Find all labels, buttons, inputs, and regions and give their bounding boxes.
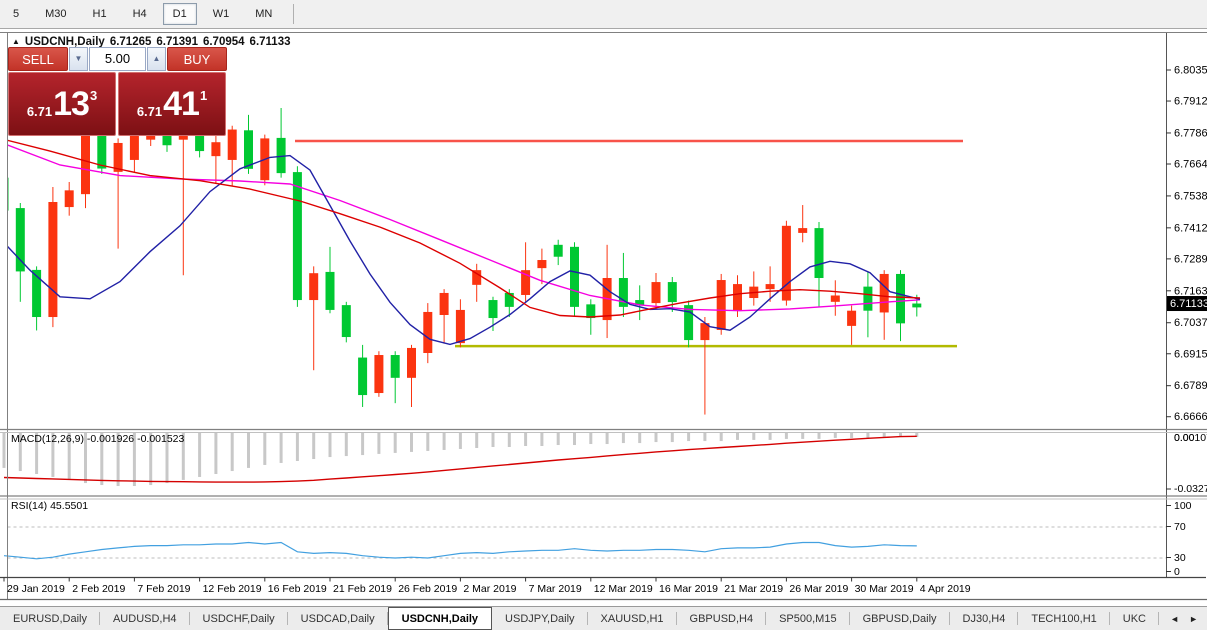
svg-text:100: 100 (1174, 500, 1192, 512)
one-click-trade-panel: SELL ▼ 5.00 ▲ BUY 6.71 13 3 6.71 41 1 (8, 47, 227, 136)
svg-text:7 Feb 2019: 7 Feb 2019 (137, 583, 190, 595)
timeframe-toolbar: 5 M30 H1 H4 D1 W1 MN (0, 0, 1207, 29)
symbol-label: USDCNH,Daily (24, 36, 105, 48)
svg-text:0.001072: 0.001072 (1174, 432, 1207, 444)
macd-label: MACD(12,26,9) -0.001926 -0.001523 (11, 433, 185, 445)
timeframe-mn[interactable]: MN (255, 8, 273, 20)
chart-tab-sp500[interactable]: SP500,M15 (766, 607, 851, 630)
svg-text:70: 70 (1174, 521, 1186, 533)
svg-text:30: 30 (1174, 552, 1186, 564)
timeframe-h1[interactable]: H1 (92, 8, 107, 20)
svg-text:21 Mar 2019: 21 Mar 2019 (724, 583, 783, 595)
svg-text:2 Feb 2019: 2 Feb 2019 (72, 583, 125, 595)
chart-tab-eurusd[interactable]: EURUSD,Daily (0, 607, 100, 630)
svg-text:6.79125: 6.79125 (1174, 96, 1207, 108)
sell-price-sup: 3 (89, 87, 98, 103)
svg-text:6.71635: 6.71635 (1174, 285, 1207, 297)
svg-text:6.66665: 6.66665 (1174, 411, 1207, 423)
chart-tab-usdcad[interactable]: USDCAD,Daily (288, 607, 388, 630)
svg-text:6.76640: 6.76640 (1174, 158, 1207, 170)
chart-tab-audusd[interactable]: AUDUSD,H4 (100, 607, 190, 630)
chart-tab-usdcnh[interactable]: USDCNH,Daily (387, 607, 493, 630)
svg-text:7 Mar 2019: 7 Mar 2019 (529, 583, 582, 595)
svg-text:6.67890: 6.67890 (1174, 380, 1207, 392)
svg-text:6.80350: 6.80350 (1174, 65, 1207, 77)
svg-text:26 Mar 2019: 26 Mar 2019 (789, 583, 848, 595)
chevron-up-icon: ▲ (152, 54, 161, 63)
timeframe-w1[interactable]: W1 (212, 8, 230, 20)
svg-text:6.69150: 6.69150 (1174, 348, 1207, 360)
buy-price-big: 41 (163, 84, 200, 123)
timeframe-h4[interactable]: H4 (132, 8, 147, 20)
chart-tab-dj30[interactable]: DJ30,H4 (950, 607, 1019, 630)
svg-text:6.70375: 6.70375 (1174, 317, 1207, 329)
svg-text:-0.03279: -0.03279 (1174, 483, 1207, 495)
svg-text:12 Mar 2019: 12 Mar 2019 (594, 583, 653, 595)
svg-text:16 Feb 2019: 16 Feb 2019 (268, 583, 327, 595)
chart-title: ▲ USDCNH,Daily 6.71265 6.71391 6.70954 6.7113… (12, 36, 290, 48)
sell-button[interactable]: SELL (8, 47, 68, 71)
volume-up-button[interactable]: ▲ (147, 47, 166, 71)
svg-text:4 Apr 2019: 4 Apr 2019 (920, 583, 971, 595)
svg-text:2 Mar 2019: 2 Mar 2019 (463, 583, 516, 595)
ohlc-open: 6.71265 (109, 36, 152, 48)
toolbar-separator (293, 4, 295, 24)
chart-tab-ukc[interactable]: UKC (1110, 607, 1160, 630)
svg-text:6.72895: 6.72895 (1174, 253, 1207, 265)
rsi-label: RSI(14) 45.5501 (11, 500, 89, 512)
buy-price-sup: 1 (199, 87, 208, 103)
buy-price-prefix: 6.71 (136, 103, 163, 119)
buy-price-display[interactable]: 6.71 41 1 (118, 72, 226, 136)
chart-tab-xauusd[interactable]: XAUUSD,H1 (588, 607, 677, 630)
chevron-down-icon: ▼ (74, 54, 83, 63)
volume-input[interactable]: 5.00 (89, 47, 146, 71)
tab-scroll-right-icon[interactable]: ► (1189, 613, 1198, 624)
timeframe-5[interactable]: 5 (13, 8, 20, 20)
ohlc-low: 6.70954 (202, 36, 245, 48)
svg-text:16 Mar 2019: 16 Mar 2019 (659, 583, 718, 595)
ohlc-high: 6.71391 (156, 36, 198, 48)
chart-tab-usdchf[interactable]: USDCHF,Daily (190, 607, 288, 630)
svg-text:26 Feb 2019: 26 Feb 2019 (398, 583, 457, 595)
chart-tab-gbpusd[interactable]: GBPUSD,Daily (850, 607, 950, 630)
svg-text:6.71133: 6.71133 (1170, 298, 1207, 310)
svg-text:12 Feb 2019: 12 Feb 2019 (203, 583, 262, 595)
buy-button[interactable]: BUY (167, 47, 227, 71)
sell-price-display[interactable]: 6.71 13 3 (8, 72, 116, 136)
svg-text:6.77865: 6.77865 (1174, 127, 1207, 139)
chart-tabs: EURUSD,Daily AUDUSD,H4 USDCHF,Daily USDCAD,… (0, 606, 1207, 630)
volume-down-button[interactable]: ▼ (69, 47, 88, 71)
collapse-icon[interactable]: ▲ (12, 37, 20, 46)
timeframe-d1[interactable]: D1 (162, 3, 197, 25)
svg-text:30 Mar 2019: 30 Mar 2019 (855, 583, 914, 595)
ohlc-close: 6.71133 (249, 36, 291, 48)
svg-text:29 Jan 2019: 29 Jan 2019 (7, 583, 65, 595)
tab-scroll-left-icon[interactable]: ◄ (1170, 613, 1180, 624)
svg-text:0.00: 0.00 (1174, 432, 1195, 444)
svg-text:0: 0 (1174, 566, 1180, 578)
svg-text:6.75380: 6.75380 (1174, 190, 1207, 202)
sell-price-big: 13 (53, 84, 90, 123)
sell-price-prefix: 6.71 (26, 103, 53, 119)
chart-tab-gbpusd[interactable]: GBPUSD,H4 (677, 607, 767, 630)
svg-text:6.74120: 6.74120 (1174, 222, 1207, 234)
timeframe-m30[interactable]: M30 (45, 8, 67, 20)
chart-tab-usdjpy[interactable]: USDJPY,Daily (492, 607, 588, 630)
chart-tab-tech100[interactable]: TECH100,H1 (1018, 607, 1111, 630)
svg-text:21 Feb 2019: 21 Feb 2019 (333, 583, 392, 595)
